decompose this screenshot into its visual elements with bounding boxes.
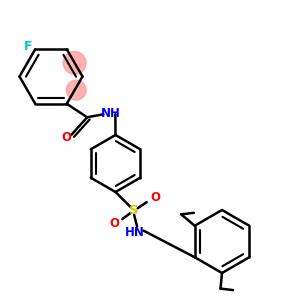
Text: O: O — [61, 130, 71, 144]
Circle shape — [66, 80, 86, 100]
Circle shape — [63, 52, 86, 74]
Text: F: F — [23, 40, 32, 53]
Text: O: O — [150, 191, 160, 204]
Text: HN: HN — [125, 226, 145, 239]
Text: O: O — [109, 217, 119, 230]
Text: NH: NH — [101, 107, 121, 120]
Text: S: S — [129, 204, 139, 217]
